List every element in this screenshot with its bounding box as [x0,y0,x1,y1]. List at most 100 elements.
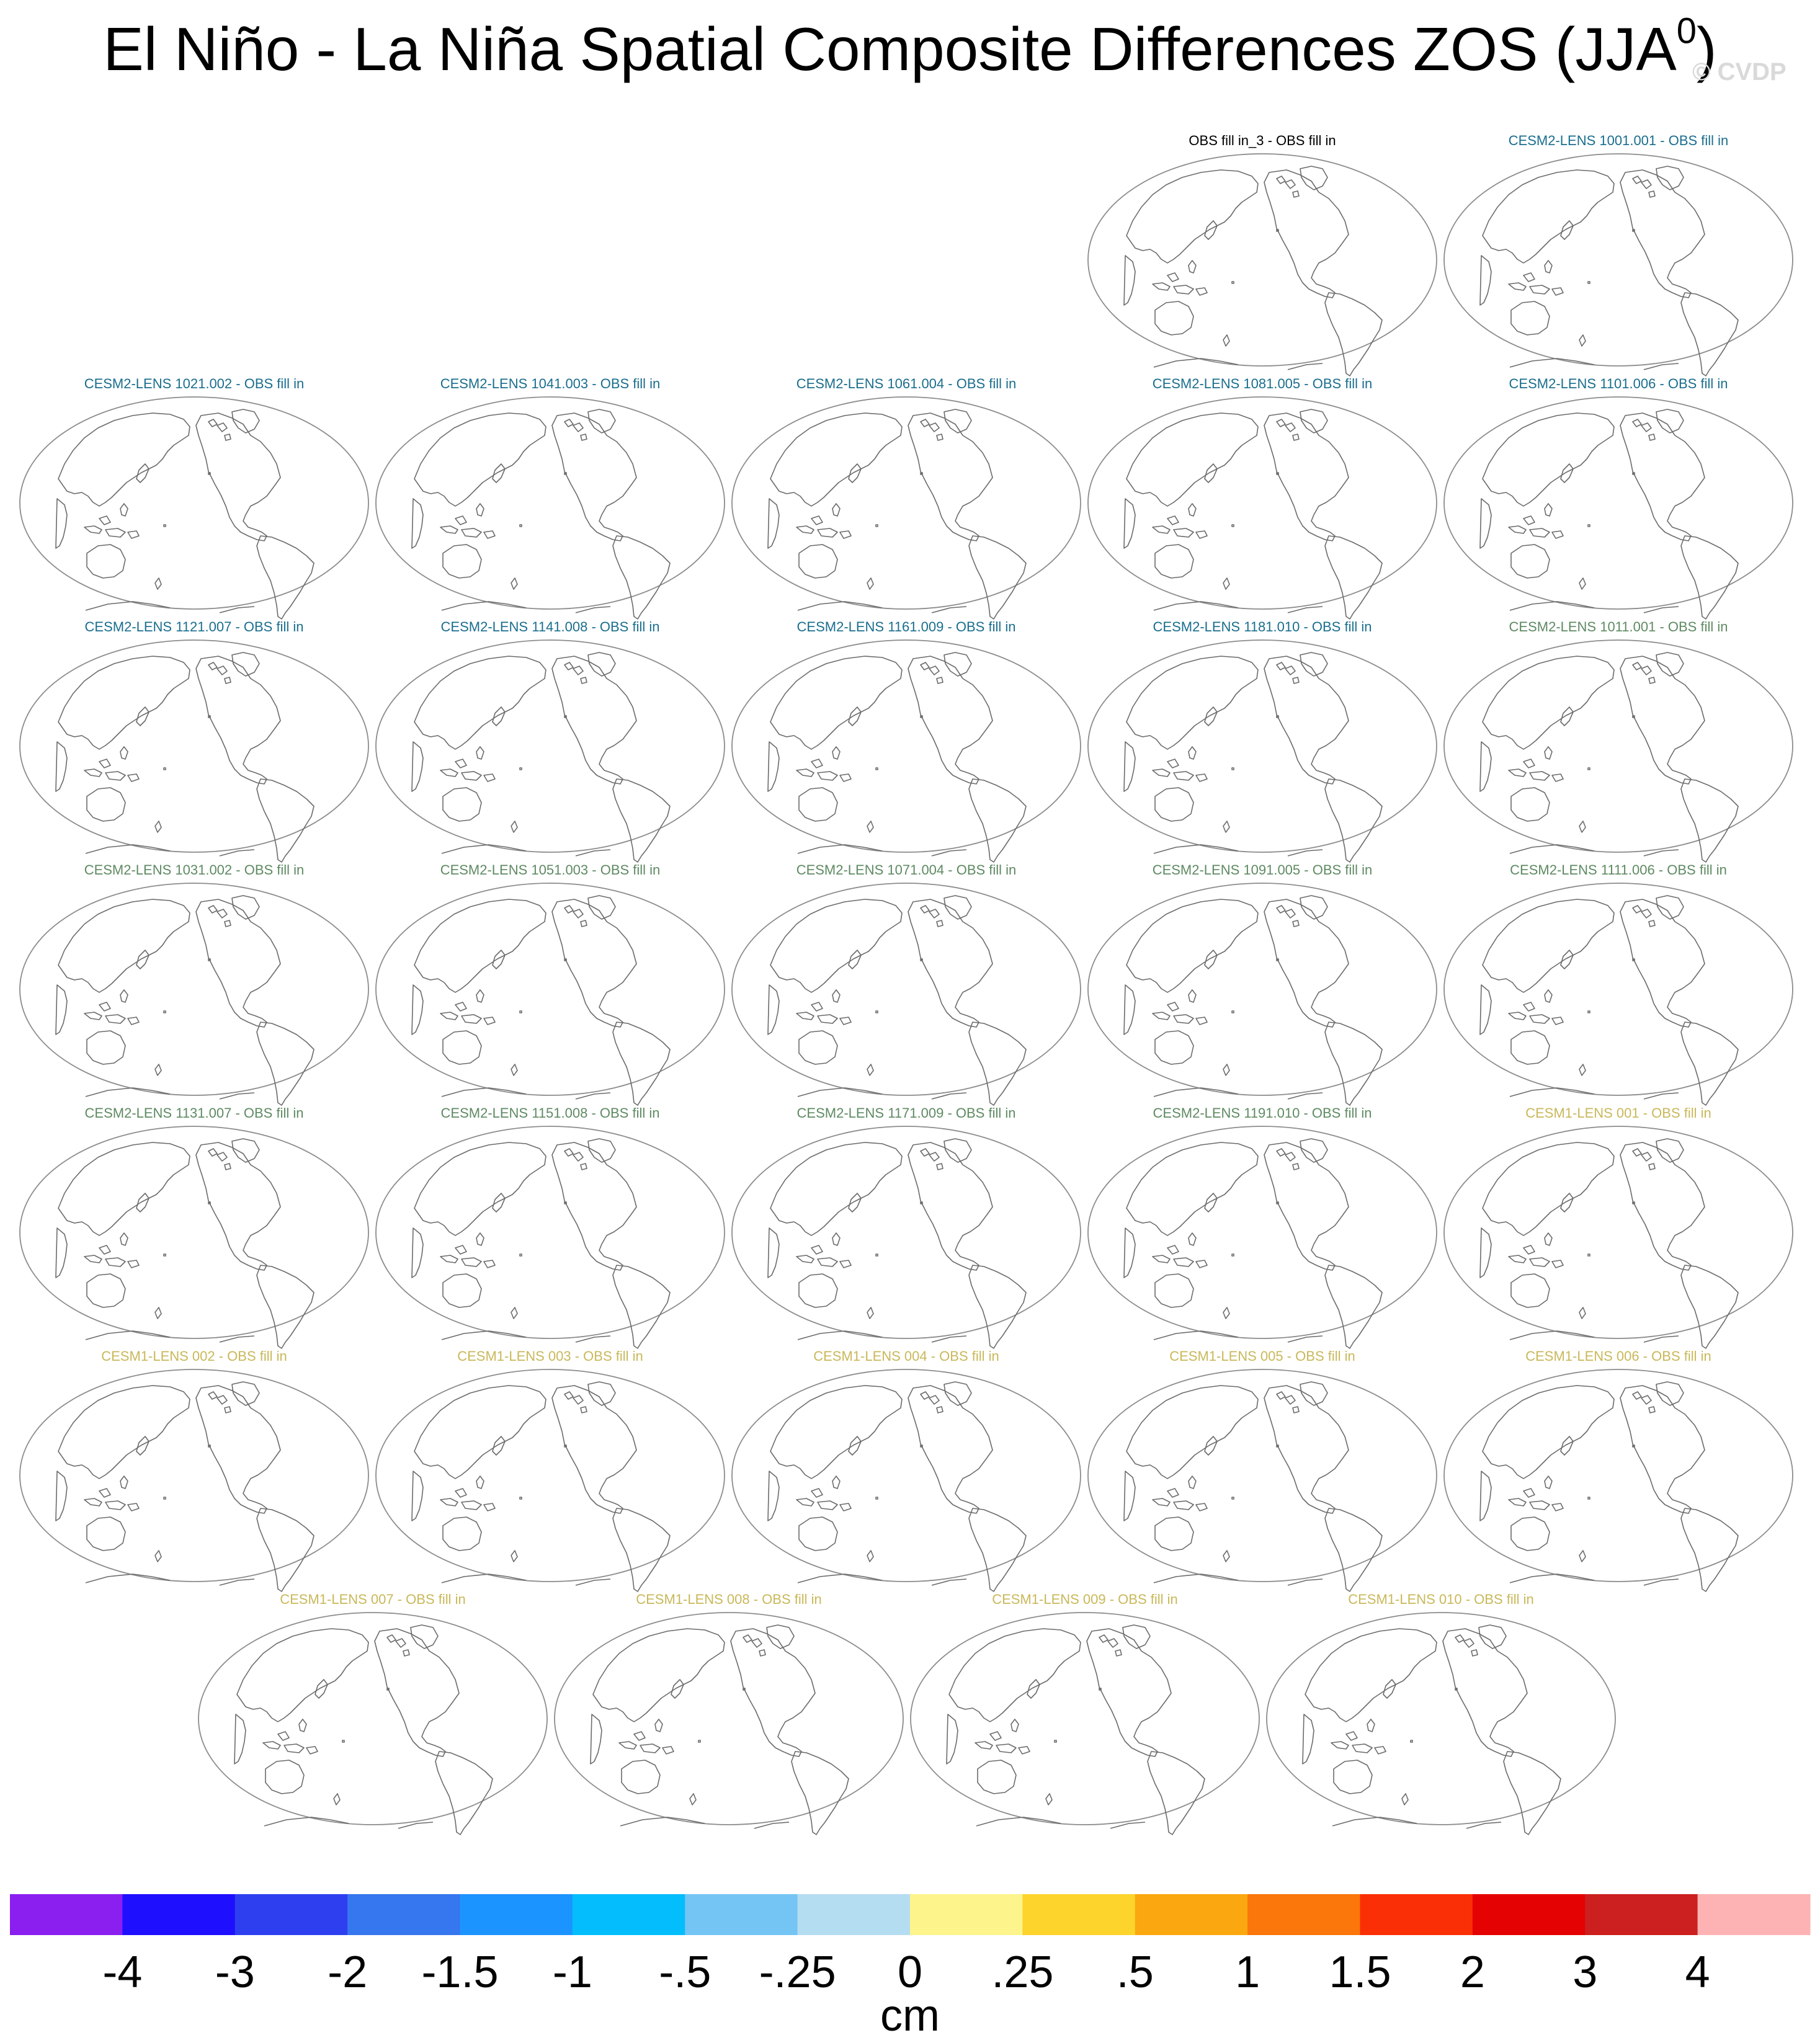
map-panel: CESM2-LENS 1041.003 - OBS fill in [375,376,725,620]
panel-title: CESM1-LENS 002 - OBS fill in [101,1348,287,1364]
panel-title: CESM2-LENS 1121.007 - OBS fill in [85,619,304,634]
panel-title: CESM2-LENS 1001.001 - OBS fill in [1509,133,1729,148]
colorbar-tick-label: 2 [1460,1947,1485,1997]
map-panel: CESM2-LENS 1071.004 - OBS fill in [731,862,1081,1106]
map-outline [731,639,1081,853]
colorbar-tick-label: -3 [215,1947,255,1997]
map-panel: CESM2-LENS 1181.010 - OBS fill in [1087,619,1437,863]
map-panel: CESM2-LENS 1141.008 - OBS fill in [375,619,725,863]
panel-title: CESM2-LENS 1021.002 - OBS fill in [84,376,305,391]
map-panel: CESM2-LENS 1011.001 - OBS fill in [1443,619,1793,863]
colorbar-swatch [10,1894,123,1935]
map-outline [1266,1612,1616,1825]
map-panel: CESM2-LENS 1101.006 - OBS fill in [1443,376,1793,620]
panel-title: CESM2-LENS 1181.010 - OBS fill in [1153,619,1372,634]
map-outline [1087,153,1437,367]
title-text: El Niño - La Niña Spatial Composite Diff… [103,15,1677,83]
map-outline [910,1612,1260,1825]
map-outline [19,1369,369,1582]
map-panel: CESM2-LENS 1021.002 - OBS fill in [19,376,369,620]
map-outline [1087,639,1437,853]
colorbar-swatch [460,1894,573,1935]
map-outline [19,883,369,1096]
panel-title: CESM1-LENS 004 - OBS fill in [813,1348,999,1364]
map-panel: CESM1-LENS 001 - OBS fill in [1443,1105,1793,1349]
map-panel: CESM1-LENS 004 - OBS fill in [731,1348,1081,1592]
panel-title: CESM2-LENS 1191.010 - OBS fill in [1153,1105,1372,1121]
map-panel: CESM2-LENS 1151.008 - OBS fill in [375,1105,725,1349]
map-panel: CESM1-LENS 005 - OBS fill in [1087,1348,1437,1592]
colorbar-tick-label: 1 [1235,1947,1260,1997]
colorbar-swatch [1585,1894,1698,1935]
colorbar-unit-label: cm [880,1991,940,2041]
map-panel: CESM1-LENS 010 - OBS fill in [1266,1591,1616,1835]
map-outline [375,1369,725,1582]
map-outline [19,639,369,853]
panel-title: CESM2-LENS 1101.006 - OBS fill in [1509,376,1728,391]
title-close-paren: ) [1696,15,1717,83]
map-panel: CESM2-LENS 1111.006 - OBS fill in [1443,862,1793,1106]
panel-title: CESM1-LENS 006 - OBS fill in [1525,1348,1711,1364]
map-outline [1087,883,1437,1096]
panel-title: CESM2-LENS 1141.008 - OBS fill in [441,619,660,634]
map-panel: CESM2-LENS 1121.007 - OBS fill in [19,619,369,863]
map-panel: CESM1-LENS 003 - OBS fill in [375,1348,725,1592]
panel-title: CESM2-LENS 1011.001 - OBS fill in [1509,619,1728,634]
map-panel: CESM2-LENS 1051.003 - OBS fill in [375,862,725,1106]
map-panel: CESM2-LENS 1031.002 - OBS fill in [19,862,369,1106]
colorbar-swatch [1360,1894,1473,1935]
panel-title: CESM2-LENS 1091.005 - OBS fill in [1153,862,1373,878]
map-outline [1443,639,1793,853]
map-panel: CESM1-LENS 002 - OBS fill in [19,1348,369,1592]
map-panel: CESM1-LENS 006 - OBS fill in [1443,1348,1793,1592]
map-panel: CESM2-LENS 1191.010 - OBS fill in [1087,1105,1437,1349]
map-panel: CESM2-LENS 1001.001 - OBS fill in [1443,133,1793,376]
map-outline [19,396,369,610]
map-outline [1443,396,1793,610]
panel-title: CESM2-LENS 1041.003 - OBS fill in [440,376,661,391]
map-outline [375,396,725,610]
map-outline [731,1126,1081,1339]
map-panel: CESM2-LENS 1061.004 - OBS fill in [731,376,1081,620]
panel-title: CESM2-LENS 1031.002 - OBS fill in [84,862,305,878]
panel-title: CESM2-LENS 1081.005 - OBS fill in [1153,376,1373,391]
map-outline [731,883,1081,1096]
map-panel: CESM2-LENS 1161.009 - OBS fill in [731,619,1081,863]
colorbar-tick-label: 3 [1572,1947,1597,1997]
colorbar-tick-label: -2 [328,1947,367,1997]
colorbar-swatch [1135,1894,1248,1935]
map-panel: CESM2-LENS 1131.007 - OBS fill in [19,1105,369,1349]
cvdp-watermark: © CVDP [1692,58,1787,86]
map-outline [731,1369,1081,1582]
map-panel: CESM1-LENS 007 - OBS fill in [198,1591,548,1835]
map-outline [375,639,725,853]
panel-title: CESM2-LENS 1131.007 - OBS fill in [85,1105,304,1121]
colorbar-swatch [1022,1894,1136,1935]
colorbar-tick-label: 1.5 [1329,1947,1391,1997]
panel-title: CESM2-LENS 1171.009 - OBS fill in [797,1105,1016,1121]
panel-title: CESM1-LENS 010 - OBS fill in [1348,1591,1534,1607]
colorbar-tick-label: 0 [898,1947,922,1997]
panel-title: CESM2-LENS 1151.008 - OBS fill in [441,1105,660,1121]
map-outline [19,1126,369,1339]
colorbar-swatch [797,1894,911,1935]
map-outline [731,396,1081,610]
map-panel: CESM2-LENS 1091.005 - OBS fill in [1087,862,1437,1106]
map-outline [1443,1126,1793,1339]
colorbar-tick-label: -1 [553,1947,592,1997]
colorbar-swatch [1247,1894,1360,1935]
map-outline [1087,1126,1437,1339]
colorbar-swatch [572,1894,685,1935]
map-panel: CESM1-LENS 009 - OBS fill in [910,1591,1260,1835]
colorbar-tick-label: .5 [1117,1947,1154,1997]
panel-title: OBS fill in_3 - OBS fill in [1189,133,1336,148]
map-outline [375,883,725,1096]
colorbar-swatch [1697,1894,1811,1935]
map-panel: CESM1-LENS 008 - OBS fill in [554,1591,904,1835]
colorbar-swatch [347,1894,460,1935]
panel-title: CESM2-LENS 1161.009 - OBS fill in [797,619,1016,634]
colorbar-tick-label: .25 [991,1947,1053,1997]
panel-title: CESM1-LENS 005 - OBS fill in [1169,1348,1355,1364]
map-panel: OBS fill in_3 - OBS fill in [1087,133,1437,376]
